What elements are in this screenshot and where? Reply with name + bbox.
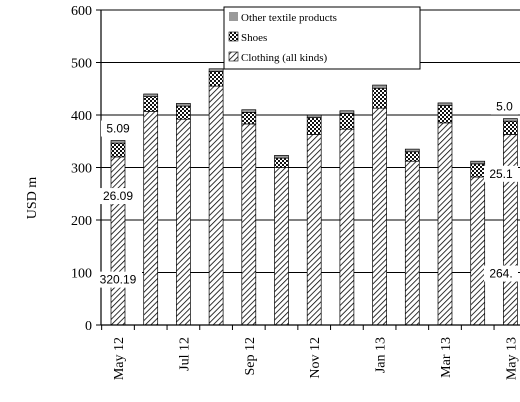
bar-segment-other: [339, 110, 355, 114]
x-tick-label: Mar 13: [439, 337, 454, 378]
y-tick-label: 100: [71, 267, 92, 282]
legend-swatch-clothing: [228, 51, 239, 62]
bar-segment-shoes: [176, 105, 191, 120]
bar-segment-clothing: [143, 110, 159, 326]
bar-segment-shoes: [110, 142, 126, 158]
bar-segment-shoes: [241, 112, 257, 125]
data-label: 320.19: [100, 273, 137, 287]
bar-segment-clothing: [306, 134, 322, 326]
legend-swatch-shoes: [228, 31, 239, 42]
bar-segment-other: [470, 160, 486, 165]
bar-segment-shoes: [339, 113, 355, 130]
bar-segment-clothing: [110, 156, 126, 326]
y-tick-label: 200: [71, 214, 92, 229]
y-tick-label: 400: [71, 109, 92, 124]
data-label-box: [94, 271, 142, 288]
bar-segment-shoes: [404, 151, 420, 162]
bar-segment-shoes: [208, 71, 224, 87]
bar-segment-other: [241, 109, 257, 113]
data-label: 5.09: [106, 122, 130, 136]
x-tick-label: Nov 12: [308, 337, 323, 379]
bar-segment-shoes: [143, 96, 159, 112]
bar-segment-other: [437, 102, 453, 106]
bar-segment-other: [274, 155, 289, 159]
bar-segment-clothing: [208, 85, 224, 326]
data-label: 25.1: [489, 167, 513, 181]
bar-segment-other: [143, 93, 159, 97]
y-tick-label: 0: [85, 319, 92, 334]
bar-segment-other: [503, 118, 518, 122]
bar-segment-shoes: [470, 163, 486, 178]
x-tick-label: May 12: [112, 337, 127, 380]
bar-segment-clothing: [339, 128, 355, 326]
data-label-box: [484, 265, 518, 282]
y-tick-label: 600: [71, 4, 92, 19]
x-tick-label: Sep 12: [243, 337, 258, 376]
data-label-box: [101, 120, 135, 137]
data-label-box: [491, 98, 518, 115]
y-tick-label: 500: [71, 57, 92, 72]
data-label: 264.: [489, 267, 512, 281]
bar-segment-clothing: [372, 107, 387, 326]
bar-segment-clothing: [503, 134, 518, 326]
bar-segment-other: [208, 68, 224, 72]
bar-segment-other: [110, 140, 126, 144]
data-label-box: [97, 188, 139, 205]
bar-segment-other: [404, 148, 420, 153]
data-label-box: [484, 165, 518, 182]
bar-segment-clothing: [470, 176, 486, 326]
bar-segment-other: [306, 114, 322, 118]
bar-segment-shoes: [306, 117, 322, 135]
bar-segment-clothing: [241, 123, 257, 326]
legend-label-clothing: Clothing (all kinds): [241, 52, 328, 64]
bar-segment-other: [372, 84, 387, 89]
bar-segment-clothing: [274, 167, 289, 326]
x-tick-label: Jan 13: [374, 337, 389, 373]
bar-segment-shoes: [274, 157, 289, 168]
bar-segment-clothing: [404, 160, 420, 326]
bar-segment-clothing: [437, 122, 453, 326]
legend: Other textile products Shoes Clothing (a…: [223, 6, 421, 70]
legend-frame: [223, 6, 421, 70]
bar-segment-shoes: [437, 105, 453, 124]
legend-label-shoes: Shoes: [241, 32, 267, 44]
legend-swatch-other: [229, 12, 238, 21]
bar-segment-other: [176, 103, 191, 107]
data-label: 26.09: [103, 189, 133, 203]
bar-segment-shoes: [372, 87, 387, 109]
y-axis-label: USD m: [25, 177, 40, 220]
bar-segment-clothing: [176, 118, 191, 326]
y-tick-label: 300: [71, 162, 92, 177]
bar-segment-shoes: [503, 120, 518, 135]
data-label: 5.0: [496, 100, 513, 114]
x-tick-label: Jul 12: [177, 337, 192, 371]
legend-label-other: Other textile products: [241, 12, 337, 24]
x-tick-label: May 13: [504, 337, 519, 380]
